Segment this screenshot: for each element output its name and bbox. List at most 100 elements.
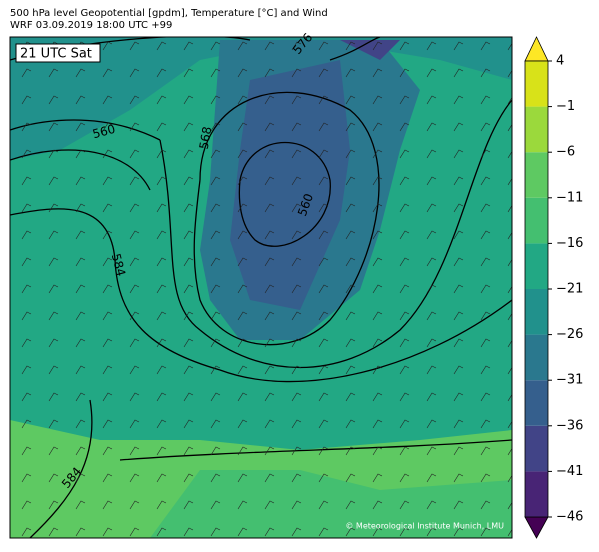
wind-barb <box>48 68 59 78</box>
wind-barb <box>318 149 329 159</box>
wind-barb <box>75 338 86 348</box>
wind-barb <box>426 122 437 132</box>
wind-barb <box>129 527 140 537</box>
wind-barb <box>183 338 194 348</box>
wind-barb <box>372 149 383 159</box>
wind-barb <box>507 70 512 78</box>
wind-barb <box>210 446 221 456</box>
wind-barb <box>318 365 329 375</box>
wind-barb <box>129 122 140 132</box>
wind-barb <box>291 230 302 240</box>
wind-barb <box>264 149 275 159</box>
wind-barb <box>426 203 437 213</box>
wind-barb <box>372 419 383 429</box>
wind-barb <box>507 97 512 105</box>
wind-barb <box>210 95 221 105</box>
wind-barb <box>453 338 464 348</box>
wind-barb <box>426 338 437 348</box>
wind-barb <box>291 284 302 294</box>
colorbar-band <box>525 243 548 289</box>
wind-barb <box>156 338 167 348</box>
colorbar-band <box>525 61 548 107</box>
wind-barb <box>453 284 464 294</box>
colorbar-band <box>525 106 548 153</box>
wind-barb <box>156 149 167 159</box>
wind-barb <box>156 257 167 267</box>
wind-barb <box>507 448 512 456</box>
wind-barb <box>345 419 356 429</box>
wind-barb <box>183 149 194 159</box>
wind-barb <box>75 446 86 456</box>
wind-barb <box>129 284 140 294</box>
wind-barb <box>156 230 167 240</box>
wind-barb <box>372 68 383 78</box>
wind-barb <box>426 473 437 483</box>
wind-barb <box>210 419 221 429</box>
wind-barb <box>156 122 167 132</box>
wind-barb <box>426 500 437 510</box>
wind-barb <box>372 527 383 537</box>
wind-barb <box>75 149 86 159</box>
colorbar-tick-label: −31 <box>556 373 583 388</box>
wind-barb <box>237 95 248 105</box>
wind-barb <box>345 68 356 78</box>
wind-barb <box>183 392 194 402</box>
wind-barb <box>75 500 86 510</box>
wind-barb <box>507 259 512 267</box>
wind-barb <box>291 149 302 159</box>
wind-barb <box>399 230 410 240</box>
wind-barb <box>291 338 302 348</box>
wind-barb <box>210 500 221 510</box>
wind-barb <box>48 203 59 213</box>
wind-barb <box>237 203 248 213</box>
wind-barb <box>156 311 167 321</box>
wind-barb <box>264 95 275 105</box>
wind-barb <box>237 365 248 375</box>
wind-barb <box>21 68 32 78</box>
wind-barb <box>210 527 221 537</box>
wind-barb <box>480 419 491 429</box>
wind-barb <box>318 68 329 78</box>
colorbar-band <box>525 471 548 517</box>
credit: © Meteorological Institute Munich, LMU <box>345 522 504 531</box>
wind-barb <box>426 311 437 321</box>
wind-barb <box>156 365 167 375</box>
wind-barb <box>507 232 512 240</box>
wind-barb <box>291 311 302 321</box>
colorbar-tick-label: −26 <box>556 327 583 342</box>
wind-barb <box>75 419 86 429</box>
wind-barb <box>399 257 410 267</box>
wind-barb <box>480 149 491 159</box>
wind-barb <box>183 257 194 267</box>
wind-barb <box>129 392 140 402</box>
wind-barb <box>372 203 383 213</box>
contours <box>10 37 512 538</box>
wind-barb <box>21 149 32 159</box>
colorbar-band <box>525 152 548 198</box>
wind-barb <box>210 230 221 240</box>
wind-barb <box>345 527 356 537</box>
wind-barb <box>48 365 59 375</box>
wind-barb <box>345 122 356 132</box>
wind-barb <box>183 41 194 51</box>
wind-barb <box>264 122 275 132</box>
wind-barb <box>453 176 464 186</box>
colorbar-extend-high <box>524 36 549 62</box>
wind-barb <box>480 95 491 105</box>
colorbar-tick-label: −21 <box>556 282 583 297</box>
wind-barb <box>102 527 113 537</box>
wind-barb <box>318 203 329 213</box>
wind-barb <box>345 446 356 456</box>
wind-barb <box>318 284 329 294</box>
wind-barb <box>129 365 140 375</box>
wind-barb <box>345 338 356 348</box>
wind-barb <box>21 473 32 483</box>
wind-barb <box>102 284 113 294</box>
wind-barb <box>426 284 437 294</box>
wind-barb <box>102 230 113 240</box>
wind-barb <box>183 176 194 186</box>
wind-barb <box>318 95 329 105</box>
wind-barb <box>48 446 59 456</box>
wind-barb <box>237 230 248 240</box>
wind-barbs <box>21 41 512 537</box>
